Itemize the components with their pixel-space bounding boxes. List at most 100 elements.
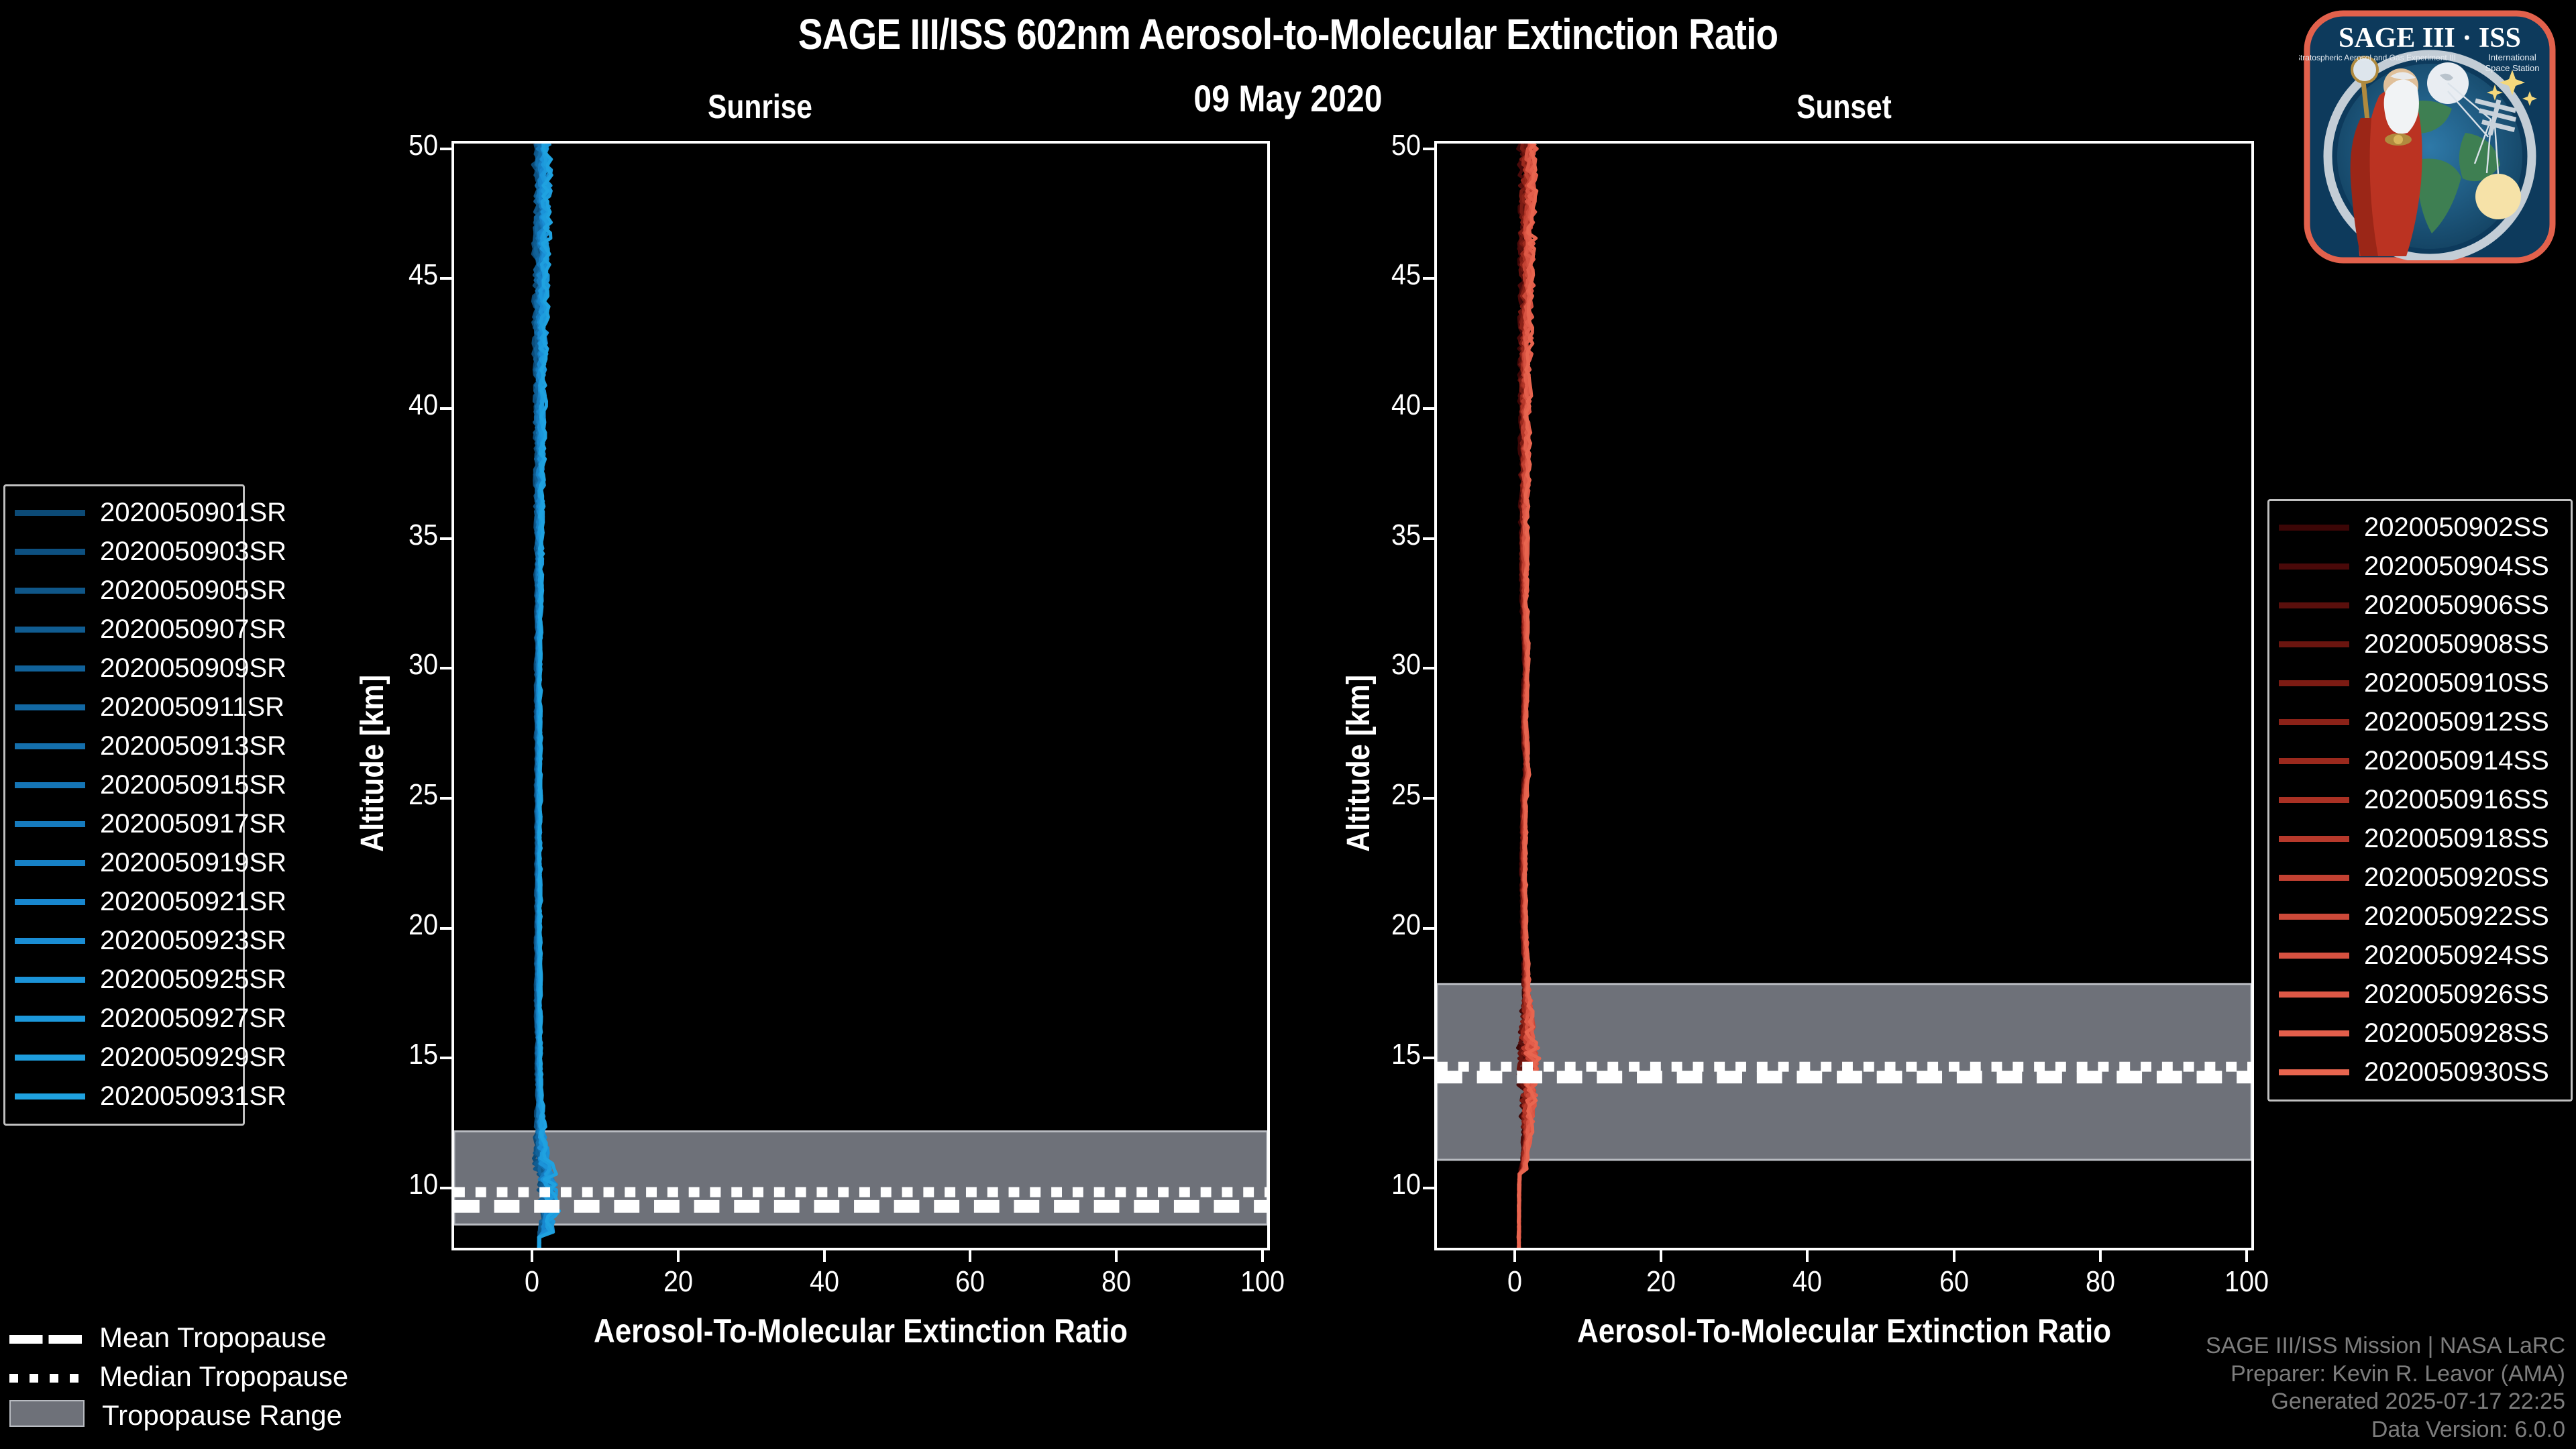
x-tick-mark [969,1250,972,1262]
y-tick-label: 30 [1391,648,1421,682]
legend-item-label: 2020050906SS [2364,590,2549,620]
legend-color-swatch [2279,1069,2349,1075]
legend-color-swatch [15,665,85,672]
legend-item[interactable]: 2020050922SS [2279,897,2561,936]
legend-item[interactable]: 2020050923SR [15,921,286,960]
x-tick-label: 100 [1240,1265,1285,1298]
logo-subtitle-right-1: International [2488,52,2536,62]
legend-color-swatch [15,1054,85,1061]
legend-item-label: 2020050910SS [2364,667,2549,698]
legend-item[interactable]: 2020050931SR [15,1077,286,1116]
x-tick-mark [822,1250,826,1262]
legend-item[interactable]: 2020050916SS [2279,780,2561,819]
legend-item-label: 2020050902SS [2364,512,2549,542]
legend-item[interactable]: 2020050913SR [15,727,286,765]
legend-item[interactable]: 2020050905SR [15,571,286,610]
legend-item-label: 2020050920SS [2364,862,2549,892]
y-tick-label: 45 [408,258,438,292]
tropopause-legend: Mean Tropopause Median Tropopause Tropop… [9,1318,385,1435]
x-tick-mark [1660,1250,1663,1262]
legend-item[interactable]: 2020050907SR [15,610,286,649]
legend-item[interactable]: 2020050918SS [2279,819,2561,858]
y-tick-mark [1423,147,1434,150]
legend-color-swatch [2279,680,2349,686]
legend-color-swatch [15,626,85,633]
legend-item[interactable]: 2020050906SS [2279,586,2561,625]
legend-item[interactable]: 2020050925SR [15,960,286,999]
legend-item[interactable]: 2020050919SR [15,843,286,882]
x-tick-label: 80 [2085,1265,2115,1298]
y-tick-mark [440,1057,451,1060]
sunrise-plot-canvas [454,144,1267,1248]
legend-item[interactable]: 2020050915SR [15,765,286,804]
legend-color-swatch [15,743,85,749]
y-tick-label: 25 [1391,778,1421,811]
x-tick-mark [1513,1250,1517,1262]
y-tick-mark [1423,667,1434,670]
legend-color-swatch [2279,796,2349,803]
x-tick-mark [676,1250,680,1262]
legend-item[interactable]: 2020050908SS [2279,625,2561,663]
legend-item[interactable]: 2020050924SS [2279,936,2561,975]
legend-item-label: 2020050901SR [100,497,287,527]
legend-item[interactable]: 2020050912SS [2279,702,2561,741]
legend-item[interactable]: 2020050926SS [2279,975,2561,1014]
y-tick-label: 30 [408,648,438,682]
sunrise-panel-title: Sunrise [708,88,812,125]
legend-item[interactable]: 2020050914SS [2279,741,2561,780]
legend-item[interactable]: 2020050901SR [15,493,286,532]
legend-item[interactable]: 2020050927SR [15,999,286,1038]
legend-item-label: 2020050907SR [100,614,287,644]
legend-item[interactable]: 2020050903SR [15,532,286,571]
mean-tropopause-label: Mean Tropopause [99,1322,327,1353]
legend-color-swatch [2279,524,2349,531]
median-tropopause-label: Median Tropopause [99,1360,349,1392]
legend-item[interactable]: 2020050921SR [15,882,286,921]
legend-item[interactable]: 2020050917SR [15,804,286,843]
legend-item-median-tropopause: Median Tropopause [9,1357,385,1396]
legend-item[interactable]: 2020050909SR [15,649,286,688]
legend-color-swatch [2279,757,2349,764]
legend-item-label: 2020050915SR [100,769,287,800]
logo-subtitle-left: Stratospheric Aerosol and Gas Experiment… [2299,53,2456,62]
y-tick-label: 40 [1391,388,1421,421]
legend-color-swatch [15,704,85,710]
legend-item[interactable]: 2020050929SR [15,1038,286,1077]
tropopause-range-label: Tropopause Range [102,1399,343,1431]
legend-item[interactable]: 2020050930SS [2279,1053,2561,1091]
legend-item-label: 2020050925SR [100,964,287,994]
legend-item-label: 2020050929SR [100,1042,287,1072]
legend-color-swatch [15,976,85,983]
dashed-line-icon [9,1335,82,1344]
y-tick-label: 20 [408,908,438,941]
legend-item-label: 2020050917SR [100,808,287,839]
legend-color-swatch [2279,563,2349,570]
legend-item[interactable]: 2020050928SS [2279,1014,2561,1053]
y-tick-mark [1423,797,1434,800]
legend-item[interactable]: 2020050911SR [15,688,284,727]
logo-subtitle-right-2: Space Station [2485,63,2540,73]
legend-color-swatch [2279,991,2349,998]
legend-color-swatch [15,859,85,866]
y-tick-mark [1423,537,1434,540]
y-tick-label: 20 [1391,908,1421,941]
legend-item-label: 2020050909SR [100,653,287,683]
legend-color-swatch [2279,913,2349,920]
legend-item-label: 2020050922SS [2364,901,2549,931]
x-tick-mark [1952,1250,1955,1262]
legend-item[interactable]: 2020050910SS [2279,663,2561,702]
legend-item[interactable]: 2020050902SS [2279,508,2561,547]
sunrise-y-axis-title: Altitude [km] [355,675,390,852]
legend-item-label: 2020050908SS [2364,629,2549,659]
legend-item[interactable]: 2020050920SS [2279,858,2561,897]
x-tick-label: 0 [1507,1265,1523,1298]
legend-color-swatch [2279,874,2349,881]
credits-line-version: Data Version: 6.0.0 [2371,1416,2565,1442]
legend-item[interactable]: 2020050904SS [2279,547,2561,586]
legend-item-label: 2020050924SS [2364,940,2549,970]
legend-item-label: 2020050921SR [100,886,287,916]
sunset-panel-title: Sunset [1796,88,1892,125]
legend-item-label: 2020050926SS [2364,979,2549,1009]
x-tick-label: 0 [524,1265,539,1298]
profile-line [537,144,559,1248]
